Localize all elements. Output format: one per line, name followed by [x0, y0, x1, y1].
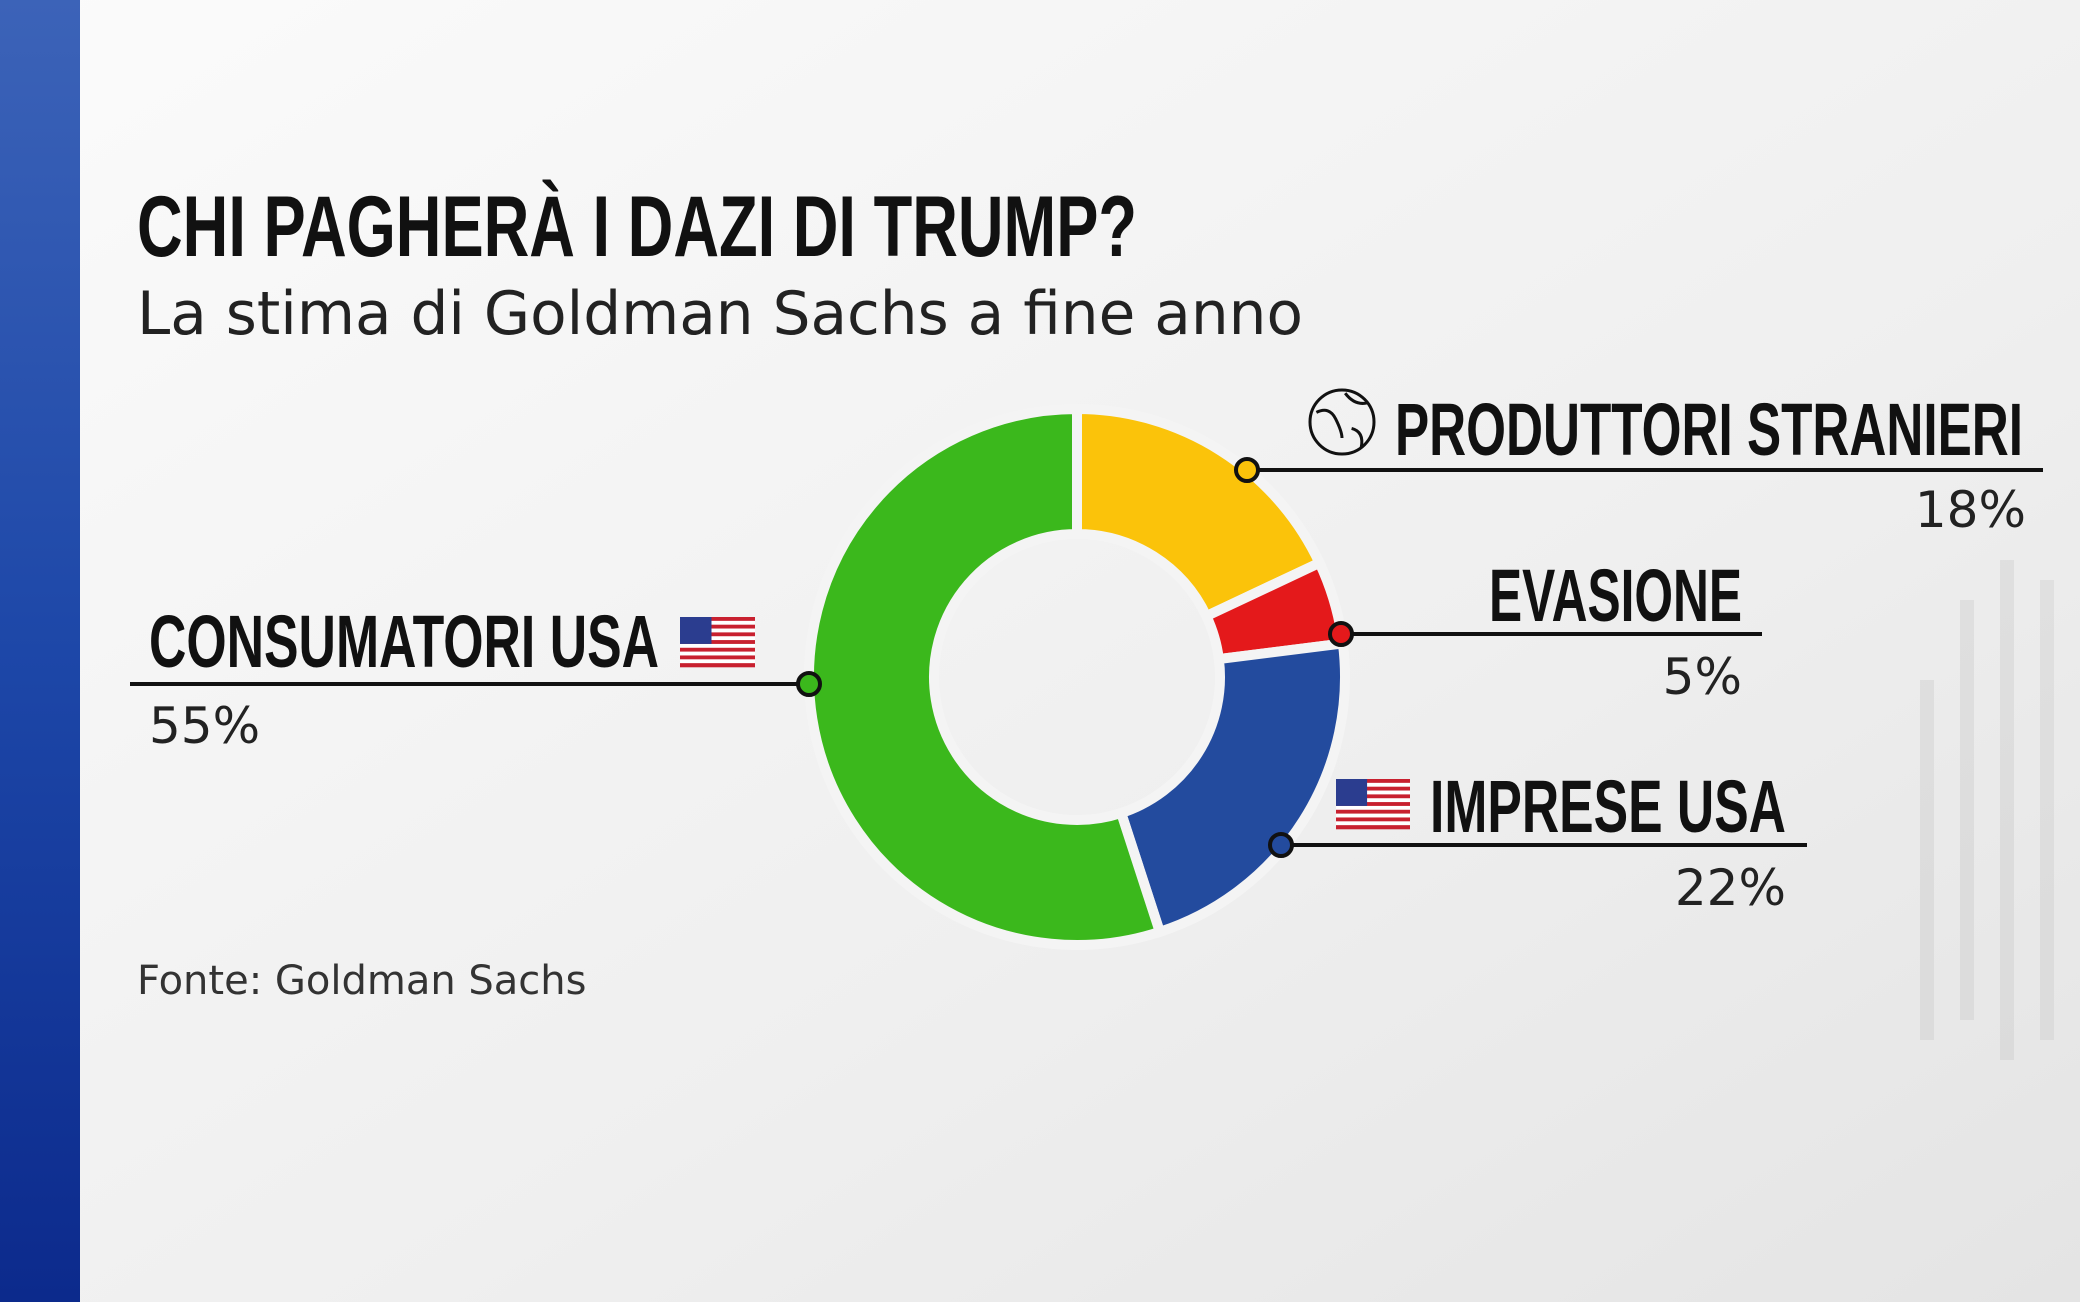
chart-title: CHI PAGHERÀ I DAZI DI TRUMP? — [137, 179, 1137, 275]
background-decoration — [1920, 560, 2054, 1060]
flag-stripe — [1336, 817, 1410, 822]
flag-stripe — [680, 640, 755, 645]
leader-dot — [1328, 621, 1354, 647]
flag-stripe — [1336, 805, 1410, 811]
donut-slice — [1072, 403, 1327, 623]
flag-stripe — [680, 643, 755, 649]
donut-slice — [804, 403, 1167, 950]
value-label: 5% — [1663, 648, 1742, 706]
category-label: CONSUMATORI USA — [149, 600, 659, 683]
flag-stripe — [680, 659, 755, 664]
flag-stripe — [680, 636, 755, 641]
flag-stripe — [1336, 821, 1410, 826]
flag-stripe — [1336, 802, 1410, 807]
globe-icon — [1308, 388, 1376, 456]
flag-stripe — [1336, 779, 1410, 784]
leader-dot — [1234, 457, 1260, 483]
flag-canton — [1336, 779, 1368, 806]
flag-stripe — [680, 647, 755, 652]
flag-stripe — [1336, 782, 1410, 787]
us-flag-icon — [1336, 779, 1410, 830]
value-label: 18% — [1915, 481, 2026, 539]
flag-stripe — [680, 651, 755, 656]
flag-stripe — [1336, 809, 1410, 814]
flag-stripe — [1336, 794, 1410, 799]
value-label: 55% — [149, 697, 260, 755]
category-label: IMPRESE USA — [1430, 765, 1786, 848]
flag-stripe — [680, 620, 755, 625]
chart-subtitle: La stima di Goldman Sachs a fine anno — [137, 279, 1303, 349]
flag-stripe — [680, 617, 755, 622]
flag-stripe — [680, 663, 755, 668]
leader-dot — [796, 671, 822, 697]
value-label: 22% — [1675, 859, 1786, 917]
globe-continents — [1315, 392, 1368, 448]
category-label: EVASIONE — [1489, 554, 1742, 637]
flag-stripe — [1336, 790, 1410, 795]
leader-dot — [1268, 832, 1294, 858]
flag-stripe — [680, 632, 755, 637]
flag-stripe — [680, 624, 755, 629]
source-note: Fonte: Goldman Sachs — [137, 958, 587, 1004]
category-label: PRODUTTORI STRANIERI — [1395, 388, 2023, 471]
flag-canton — [680, 617, 712, 644]
side-strip — [0, 0, 80, 1302]
flag-stripe — [1336, 813, 1410, 818]
flag-stripe — [1336, 798, 1410, 803]
globe-outline — [1308, 388, 1376, 456]
flag-stripe — [680, 655, 755, 660]
us-flag-icon — [680, 617, 755, 668]
flag-stripe — [1336, 825, 1410, 830]
flag-stripe — [680, 628, 755, 633]
donut-slice — [1114, 637, 1350, 939]
flag-stripe — [1336, 786, 1410, 791]
